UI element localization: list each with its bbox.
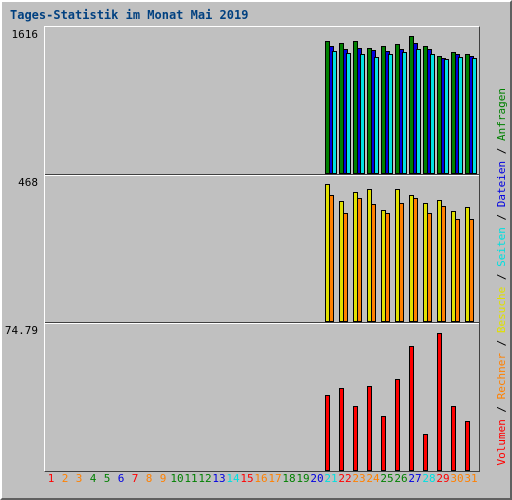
x-label-day-28: 28 xyxy=(422,472,436,485)
bar xyxy=(371,204,376,322)
legend-sep: / xyxy=(495,400,508,420)
bar xyxy=(444,59,449,174)
x-label-day-11: 11 xyxy=(184,472,198,485)
panel-bot xyxy=(45,323,479,471)
x-label-day-16: 16 xyxy=(254,472,268,485)
legend-item-anfragen: Anfragen xyxy=(495,88,508,141)
legend-sep: / xyxy=(495,141,508,161)
x-label-day-8: 8 xyxy=(142,472,156,485)
legend-sep: / xyxy=(495,267,508,287)
bar xyxy=(332,51,337,174)
legend-sep: / xyxy=(495,334,508,354)
legend-item-besuche: Besuche xyxy=(495,287,508,333)
bar xyxy=(469,219,474,322)
bar xyxy=(427,213,432,322)
bar xyxy=(413,198,418,322)
bar xyxy=(430,54,435,174)
bar xyxy=(381,416,386,471)
x-label-day-10: 10 xyxy=(170,472,184,485)
x-label-day-18: 18 xyxy=(282,472,296,485)
plot-area xyxy=(44,26,480,472)
bar xyxy=(423,434,428,471)
x-label-day-12: 12 xyxy=(198,472,212,485)
x-label-day-3: 3 xyxy=(72,472,86,485)
legend-item-seiten: Seiten xyxy=(495,228,508,268)
bar xyxy=(325,395,330,471)
panel-top xyxy=(45,27,479,175)
bar xyxy=(346,53,351,174)
x-label-day-23: 23 xyxy=(352,472,366,485)
x-label-day-27: 27 xyxy=(408,472,422,485)
bar xyxy=(357,198,362,322)
x-label-day-7: 7 xyxy=(128,472,142,485)
bar xyxy=(385,213,390,322)
x-label-day-24: 24 xyxy=(366,472,380,485)
x-label-day-26: 26 xyxy=(394,472,408,485)
bar xyxy=(343,213,348,322)
x-label-day-25: 25 xyxy=(380,472,394,485)
bar xyxy=(399,203,404,322)
bar xyxy=(451,406,456,471)
bar xyxy=(329,195,334,322)
x-label-day-21: 21 xyxy=(324,472,338,485)
x-label-day-20: 20 xyxy=(310,472,324,485)
legend-item-rechner: Rechner xyxy=(495,353,508,399)
y-label-top: 1616 xyxy=(12,28,39,41)
bar xyxy=(388,54,393,174)
x-label-day-5: 5 xyxy=(100,472,114,485)
x-label-day-15: 15 xyxy=(240,472,254,485)
x-label-day-14: 14 xyxy=(226,472,240,485)
bar xyxy=(339,388,344,471)
x-label-day-19: 19 xyxy=(296,472,310,485)
legend-item-volumen: Volumen xyxy=(495,420,508,466)
x-label-day-9: 9 xyxy=(156,472,170,485)
x-label-day-6: 6 xyxy=(114,472,128,485)
bar xyxy=(472,58,477,174)
bar xyxy=(360,54,365,174)
y-label-mid: 468 xyxy=(18,176,38,189)
bar xyxy=(441,206,446,322)
x-label-day-29: 29 xyxy=(436,472,450,485)
x-label-day-4: 4 xyxy=(86,472,100,485)
bar xyxy=(458,57,463,174)
bar xyxy=(353,406,358,471)
chart-frame: Tages-Statistik im Monat Mai 2019 161646… xyxy=(0,0,512,500)
bar xyxy=(437,333,442,471)
bar xyxy=(409,346,414,471)
x-label-day-31: 31 xyxy=(464,472,478,485)
x-label-day-13: 13 xyxy=(212,472,226,485)
x-label-day-22: 22 xyxy=(338,472,352,485)
bar xyxy=(367,386,372,471)
page-title: Tages-Statistik im Monat Mai 2019 xyxy=(10,8,248,22)
bar xyxy=(402,52,407,174)
legend: Volumen / Rechner / Besuche / Seiten / D… xyxy=(495,88,508,466)
bar xyxy=(374,57,379,174)
bar xyxy=(455,219,460,322)
legend-item-dateien: Dateien xyxy=(495,161,508,207)
legend-sep: / xyxy=(495,208,508,228)
panel-mid xyxy=(45,175,479,323)
x-label-day-30: 30 xyxy=(450,472,464,485)
bar xyxy=(465,421,470,471)
x-label-day-17: 17 xyxy=(268,472,282,485)
y-label-bot: 74.79 xyxy=(5,324,38,337)
x-label-day-1: 1 xyxy=(44,472,58,485)
bar xyxy=(416,49,421,174)
bar xyxy=(395,379,400,471)
x-label-day-2: 2 xyxy=(58,472,72,485)
